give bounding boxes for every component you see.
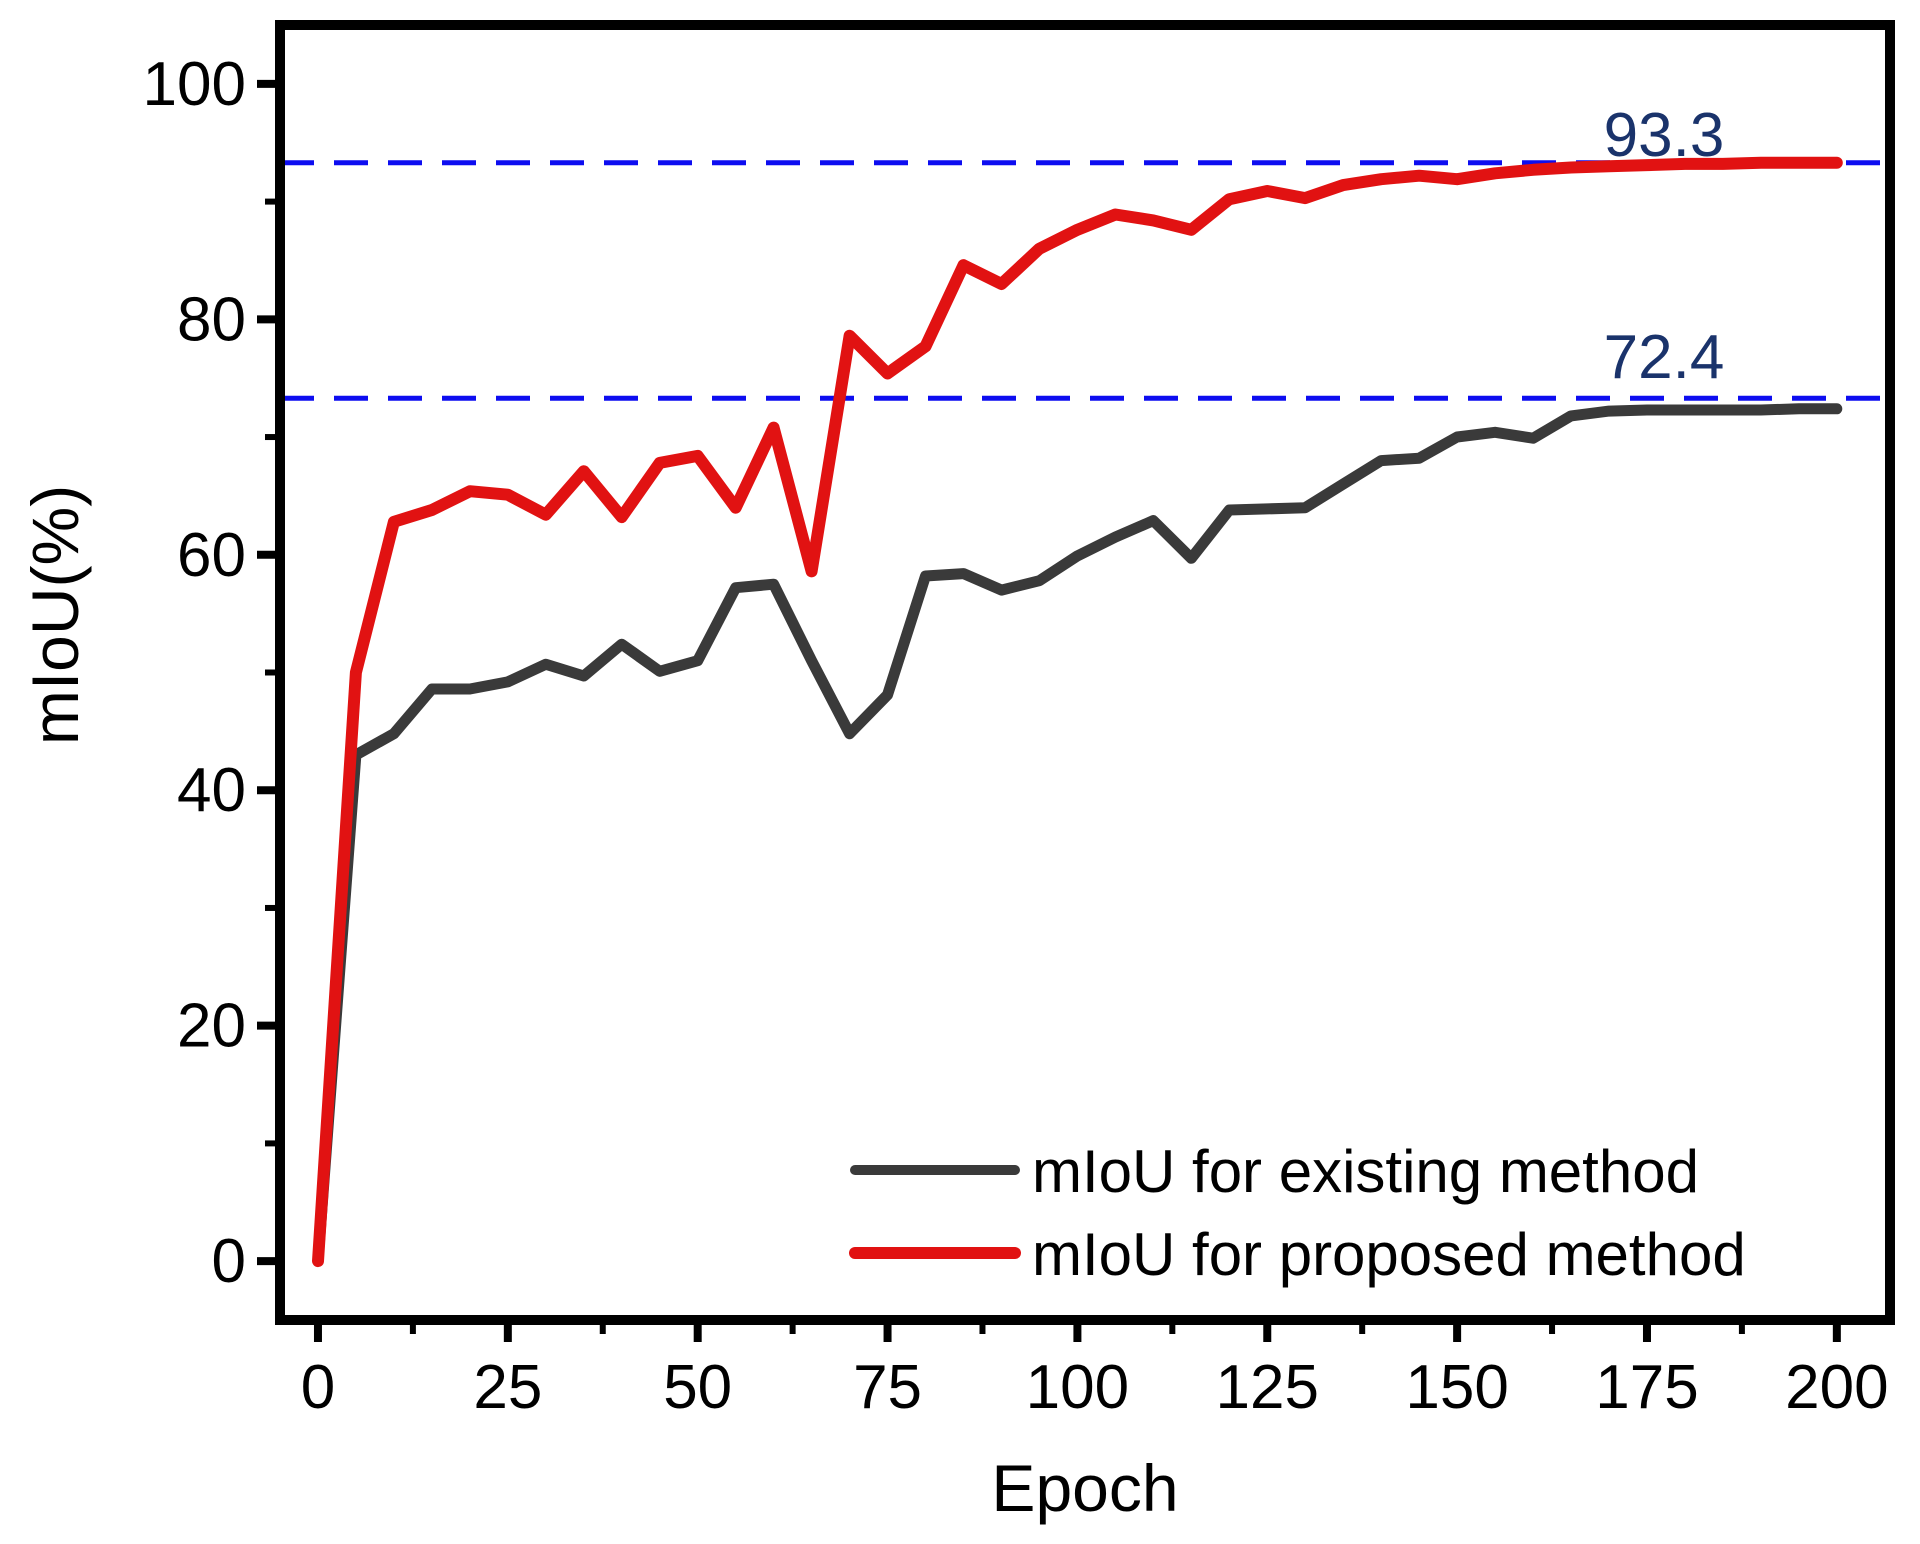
annotation-proposed-final-value: 93.3 [1604,101,1725,170]
plot-border [275,20,1895,1325]
x-tick-label: 150 [1405,1353,1508,1422]
annotation-existing-final-value: 72.4 [1604,323,1725,392]
x-tick-label: 100 [1026,1353,1129,1422]
x-tick-label: 125 [1216,1353,1319,1422]
y-tick-label: 0 [212,1227,246,1296]
y-tick-label: 60 [177,521,246,590]
x-tick-label: 75 [853,1353,922,1422]
y-axis-title: mIoU(%) [18,485,92,745]
x-tick-label: 0 [301,1353,335,1422]
y-tick-label: 20 [177,992,246,1061]
legend-label-existing: mIoU for existing method [1032,1138,1699,1205]
axis-ticks [257,79,1841,1342]
x-axis-title: Epoch [991,1451,1178,1525]
series-lines [312,156,1843,1268]
series-line-proposed [312,156,1843,1268]
y-tick-label: 40 [177,756,246,825]
axis-tick-labels: 0 25 50 75 100 125 150 175 200 0 20 40 60 80 100 [143,50,1889,1422]
y-tick-label: 80 [177,285,246,354]
x-tick-label: 200 [1785,1353,1888,1422]
series-line-existing [312,403,1843,1267]
x-tick-label: 25 [473,1353,542,1422]
y-tick-label: 100 [143,50,246,119]
legend-label-proposed: mIoU for proposed method [1032,1221,1746,1288]
x-tick-label: 175 [1595,1353,1698,1422]
legend: mIoU for existing method mIoU for propos… [849,1138,1746,1288]
x-tick-label: 50 [663,1353,732,1422]
